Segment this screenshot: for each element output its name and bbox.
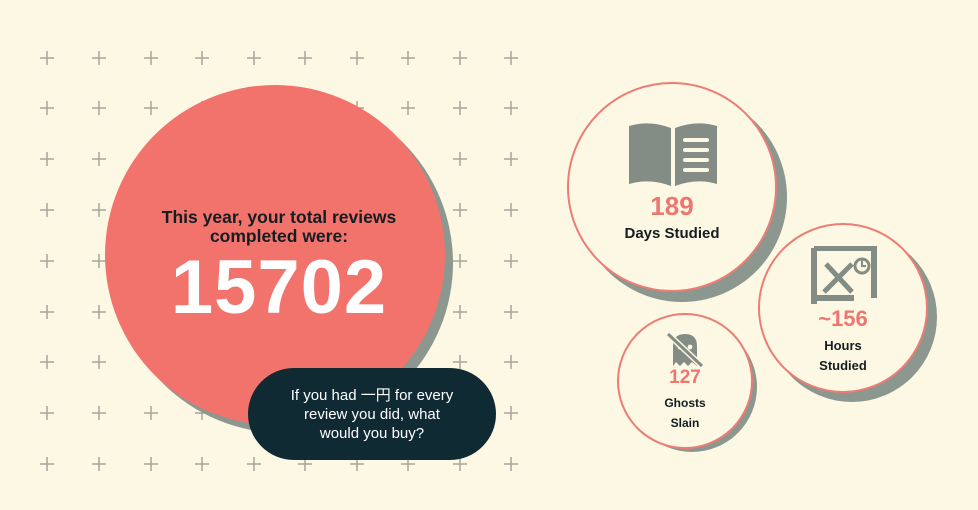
plus-mark <box>298 51 312 65</box>
hours-label-line-2: Studied <box>819 358 867 373</box>
days-studied-value: 189 <box>650 191 694 221</box>
plus-mark <box>350 51 364 65</box>
headline-line-2: completed were: <box>209 226 349 246</box>
ghosts-label-line-1: Ghosts <box>664 396 706 410</box>
days-studied-circle <box>567 82 777 292</box>
plus-mark <box>195 51 209 65</box>
plus-mark <box>247 51 261 65</box>
ghosts-slain-value: 127 <box>669 367 701 388</box>
plus-mark <box>453 254 467 268</box>
plus-mark <box>504 457 518 471</box>
plus-mark <box>401 51 415 65</box>
plus-mark <box>453 355 467 369</box>
hours-studied-circle <box>758 223 928 393</box>
plus-mark <box>247 457 261 471</box>
headline-line-1: This year, your total reviews <box>161 207 397 227</box>
plus-mark <box>40 203 54 217</box>
plus-mark <box>92 406 106 420</box>
plus-mark <box>92 51 106 65</box>
plus-mark <box>92 305 106 319</box>
plus-mark <box>504 254 518 268</box>
plus-mark <box>40 406 54 420</box>
plus-mark <box>40 355 54 369</box>
hours-studied-value: ~156 <box>818 306 868 331</box>
plus-mark <box>453 305 467 319</box>
total-reviews-headline: This year, your total reviews completed … <box>105 208 453 246</box>
ghost-slash-icon <box>665 331 705 368</box>
plus-mark <box>195 457 209 471</box>
plus-mark <box>40 457 54 471</box>
hours-label-line-1: Hours <box>824 338 862 353</box>
plus-mark <box>453 203 467 217</box>
bubble-line-3: would you buy? <box>319 424 425 442</box>
plus-mark <box>504 51 518 65</box>
plus-mark <box>40 101 54 115</box>
plus-mark <box>92 101 106 115</box>
plus-mark <box>92 355 106 369</box>
plus-mark <box>40 152 54 166</box>
plus-mark <box>453 152 467 166</box>
plus-mark <box>144 457 158 471</box>
plus-mark <box>92 457 106 471</box>
plus-mark <box>504 152 518 166</box>
open-book-icon <box>629 123 717 186</box>
days-studied-label: Days Studied <box>624 225 720 242</box>
plus-mark <box>504 406 518 420</box>
kanji-clock-icon <box>811 246 877 304</box>
plus-mark <box>92 254 106 268</box>
plus-mark <box>144 406 158 420</box>
plus-mark <box>504 305 518 319</box>
bubble-line-2: review you did, what <box>304 405 440 423</box>
plus-mark <box>92 152 106 166</box>
plus-mark <box>144 101 158 115</box>
plus-mark <box>453 51 467 65</box>
bubble-line-1: If you had 一円 for every <box>290 386 454 404</box>
plus-mark <box>453 101 467 115</box>
plus-mark <box>401 101 415 115</box>
hours-studied-label: Hours Studied <box>758 336 928 376</box>
yen-question-bubble: If you had 一円 for every review you did, … <box>248 368 496 460</box>
plus-mark <box>504 101 518 115</box>
plus-mark <box>40 305 54 319</box>
plus-mark <box>504 355 518 369</box>
plus-mark <box>144 51 158 65</box>
plus-mark <box>453 457 467 471</box>
plus-mark <box>40 51 54 65</box>
plus-mark <box>92 203 106 217</box>
plus-mark <box>40 254 54 268</box>
total-reviews-value: 15702 <box>170 245 388 330</box>
ghosts-label-line-2: Slain <box>670 416 700 430</box>
plus-mark <box>504 203 518 217</box>
ghosts-slain-label: Ghosts Slain <box>617 393 753 433</box>
